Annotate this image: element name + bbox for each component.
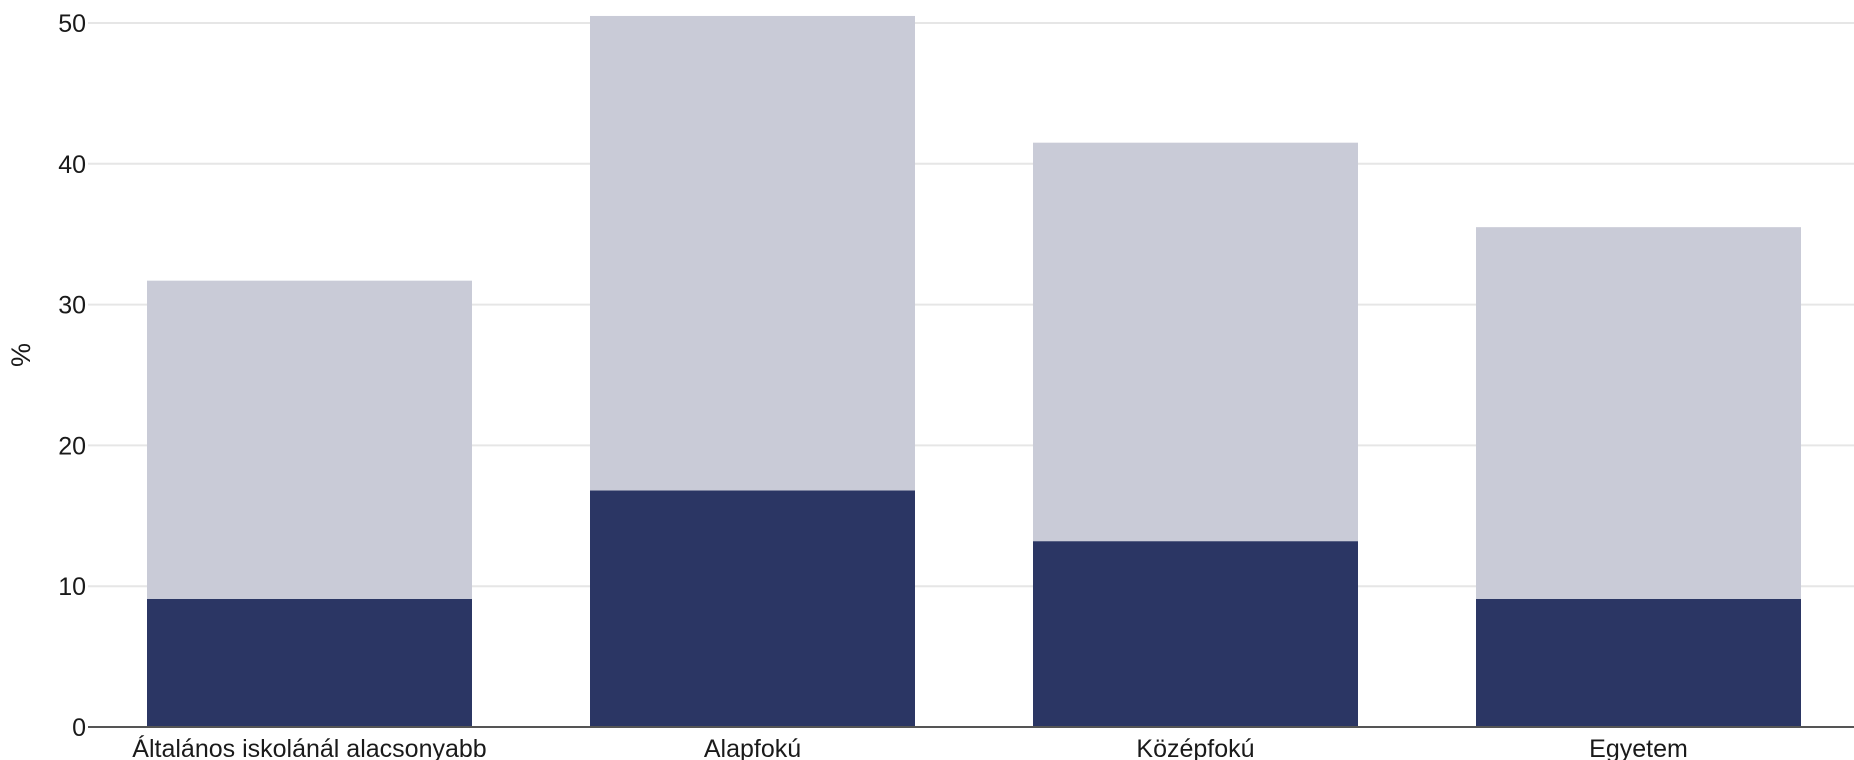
bar-segment-dark: [1033, 541, 1358, 727]
y-tick-label: 20: [58, 432, 86, 460]
bar-segment-light: [1033, 142, 1358, 542]
y-tick-label: 10: [58, 573, 86, 601]
bar-segment-light: [1476, 227, 1801, 599]
x-category-label: Alapfokú: [704, 735, 801, 760]
x-category-label: Általános iskolánál alacsonyabb: [132, 734, 486, 760]
x-axis-categories: Általános iskolánál alacsonyabb Alapfokú K…: [132, 734, 1688, 760]
bar-segment-dark: [147, 598, 472, 727]
y-axis-ticks: 0 10 20 30 40 50: [58, 10, 86, 742]
y-tick-label: 0: [72, 714, 86, 742]
y-tick-label: 50: [58, 10, 86, 38]
y-axis-title: %: [6, 343, 36, 367]
x-category-label: Középfokú: [1136, 735, 1254, 760]
bar-segment-dark: [590, 490, 915, 727]
x-category-label: Egyetem: [1589, 735, 1688, 760]
bar-segment-light: [590, 15, 915, 491]
bars: [147, 15, 1801, 727]
bar-segment-light: [147, 280, 472, 599]
y-tick-label: 30: [58, 292, 86, 320]
y-tick-label: 40: [58, 151, 86, 179]
bar-segment-dark: [1476, 598, 1801, 727]
